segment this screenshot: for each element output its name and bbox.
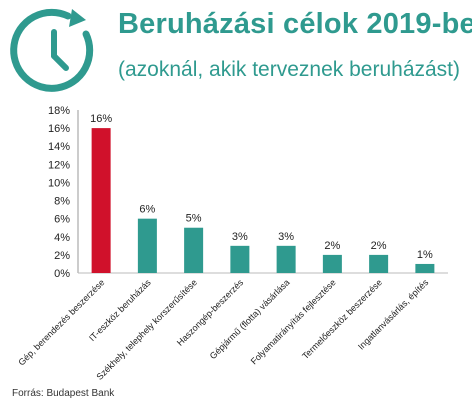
y-tick-label: 6%: [54, 214, 70, 226]
y-tick-label: 16%: [48, 123, 70, 135]
data-label: 3%: [278, 231, 294, 243]
y-tick-label: 4%: [54, 232, 70, 244]
bar: [230, 245, 250, 273]
value-labels: 16% 6% 5% 3% 3% 2% 2% 1%: [90, 113, 433, 261]
category-label: Székhely, telephely korszerűsítése: [94, 277, 199, 382]
y-tick-label: 18%: [48, 105, 70, 117]
category-label: Folyamatirányítás fejlesztése: [249, 277, 338, 366]
bars: [91, 128, 435, 273]
data-label: 6%: [139, 204, 155, 216]
data-label: 5%: [186, 213, 202, 225]
y-tick-label: 14%: [48, 141, 70, 153]
bar: [91, 128, 111, 273]
data-label: 2%: [324, 240, 340, 252]
y-tick-label: 12%: [48, 159, 70, 171]
bar: [322, 254, 342, 273]
y-tick-label: 10%: [48, 177, 70, 189]
y-tick-label: 0%: [54, 268, 70, 280]
y-axis: 0% 2% 4% 6% 8% 10% 12% 14% 16% 18%: [48, 105, 448, 280]
data-label: 3%: [232, 231, 248, 243]
page-title: Beruházási célok 2019-ben: [118, 8, 472, 40]
y-tick-label: 8%: [54, 196, 70, 208]
clock-icon: [10, 8, 94, 92]
bar: [137, 218, 157, 273]
bar: [369, 254, 389, 273]
data-label: 2%: [371, 240, 387, 252]
bar: [276, 245, 296, 273]
source-note: Forrás: Budapest Bank: [12, 388, 115, 399]
category-label: Gépjármű (flotta) vásárlása: [208, 277, 292, 361]
bar: [415, 263, 435, 273]
data-label: 16%: [90, 113, 112, 125]
page-subtitle: (azoknál, akik terveznek beruházást): [118, 58, 460, 81]
category-label: Termelőeszköz beszerzése: [300, 277, 384, 361]
bar: [184, 227, 204, 273]
data-label: 1%: [417, 249, 433, 261]
category-label: Gép, berendezés beszerzése: [16, 277, 106, 367]
y-tick-label: 2%: [54, 250, 70, 262]
